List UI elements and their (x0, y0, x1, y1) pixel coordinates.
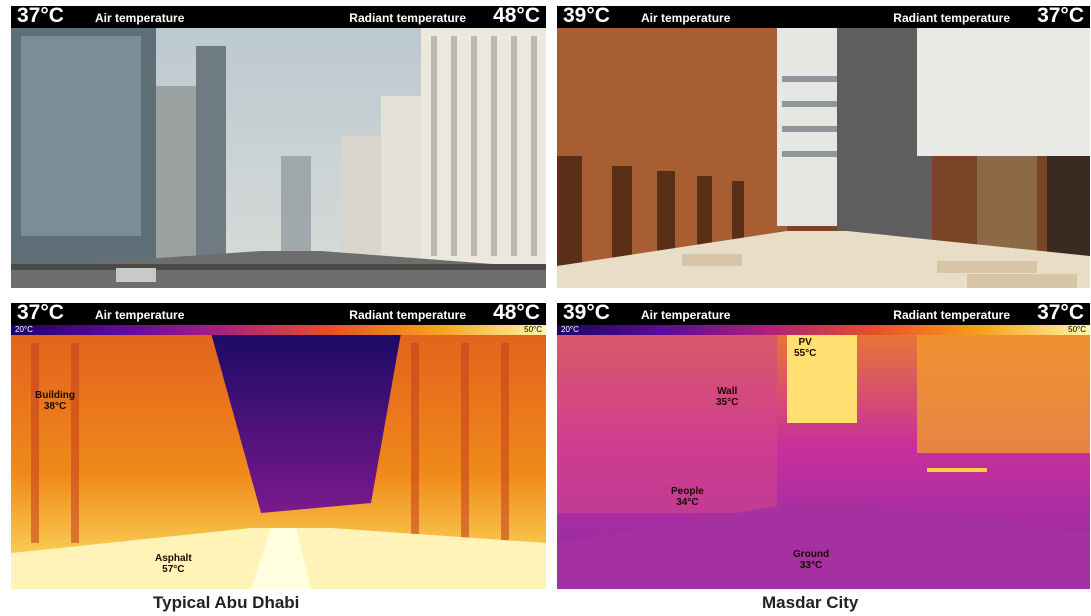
masdar-street-image (557, 6, 1090, 288)
caption-abu-dhabi: Typical Abu Dhabi (153, 593, 300, 612)
ground-annotation: Ground 33°C (793, 549, 829, 571)
wall-annotation: Wall 35°C (716, 386, 738, 408)
abu-dhabi-street-image (11, 6, 546, 288)
air-temp-label: Air temperature (95, 308, 185, 322)
annotation-temp: 33°C (799, 560, 823, 571)
annotation-temp: 34°C (676, 497, 699, 508)
radiant-temp-label: Radiant temperature (349, 308, 466, 322)
asphalt-annotation: Asphalt 57°C (155, 553, 192, 575)
abu-dhabi-thermal-image (11, 303, 546, 589)
people-annotation: People 34°C (671, 486, 704, 508)
annotation-name: Ground (793, 549, 830, 560)
temperature-scale: 20°C 50°C (557, 325, 1090, 335)
air-temp-value: 37°C (17, 6, 64, 27)
masdar-thermal-image (557, 303, 1090, 589)
air-temp-label: Air temperature (95, 11, 185, 25)
header-bar: 39°C Air temperature Radiant temperature… (557, 6, 1090, 28)
scale-min-label: 20°C (15, 325, 33, 334)
radiant-temp-value: 37°C (1037, 303, 1084, 324)
radiant-temp-label: Radiant temperature (893, 11, 1010, 25)
photo-masdar: 39°C Air temperature Radiant temperature… (557, 6, 1090, 288)
annotation-temp: 57°C (162, 564, 185, 575)
annotation-name: PV (798, 337, 812, 348)
annotation-name: People (671, 486, 704, 497)
scale-max-label: 50°C (524, 325, 542, 334)
radiant-temp-label: Radiant temperature (349, 11, 466, 25)
radiant-temp-value: 48°C (493, 303, 540, 324)
building-annotation: Building 38°C (35, 390, 75, 412)
pv-annotation: PV 55°C (794, 337, 816, 359)
air-temp-value: 37°C (17, 303, 64, 324)
scale-max-label: 50°C (1068, 325, 1086, 334)
annotation-temp: 55°C (794, 348, 817, 359)
air-temp-label: Air temperature (641, 308, 731, 322)
radiant-temp-label: Radiant temperature (893, 308, 1010, 322)
annotation-name: Asphalt (155, 553, 192, 564)
thermal-masdar: 39°C Air temperature Radiant temperature… (557, 303, 1090, 589)
thermal-abu-dhabi: 37°C Air temperature Radiant temperature… (11, 303, 546, 589)
caption-masdar: Masdar City (762, 593, 859, 612)
annotation-temp: 35°C (716, 397, 739, 408)
header-bar: 37°C Air temperature Radiant temperature… (11, 303, 546, 325)
scale-min-label: 20°C (561, 325, 579, 334)
radiant-temp-value: 48°C (493, 6, 540, 27)
air-temp-label: Air temperature (641, 11, 731, 25)
air-temp-value: 39°C (563, 303, 610, 324)
annotation-name: Wall (717, 386, 738, 397)
air-temp-value: 39°C (563, 6, 610, 27)
annotation-temp: 38°C (43, 401, 67, 412)
annotation-name: Building (35, 390, 75, 401)
header-bar: 37°C Air temperature Radiant temperature… (11, 6, 546, 28)
radiant-temp-value: 37°C (1037, 6, 1084, 27)
temperature-scale: 20°C 50°C (11, 325, 546, 335)
header-bar: 39°C Air temperature Radiant temperature… (557, 303, 1090, 325)
photo-abu-dhabi: 37°C Air temperature Radiant temperature… (11, 6, 546, 288)
